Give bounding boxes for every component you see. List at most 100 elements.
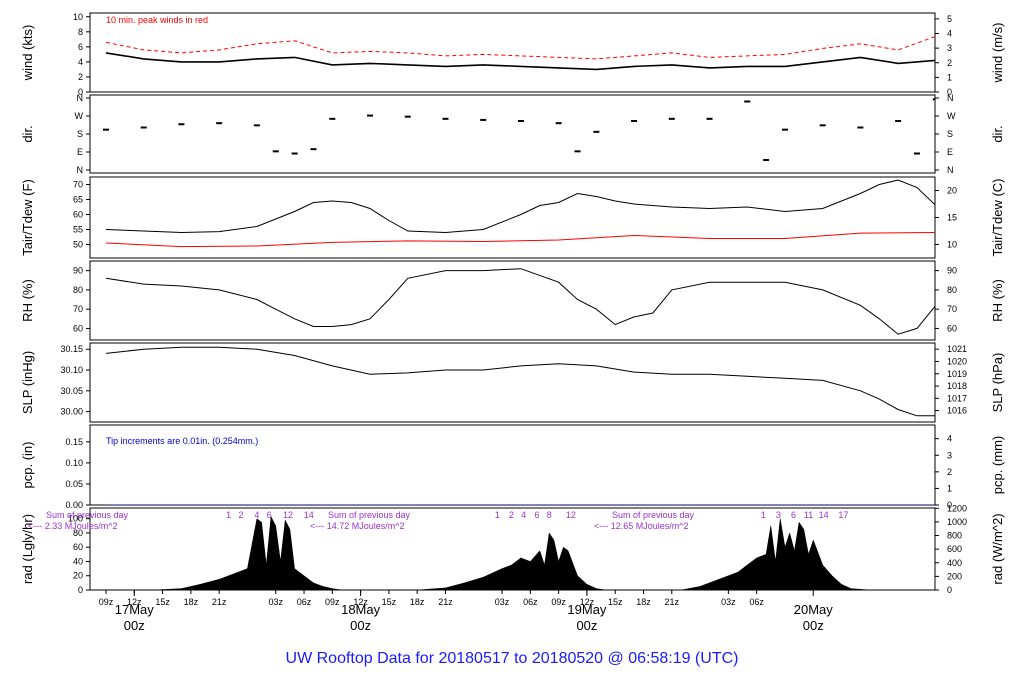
- ytick-right-label-dir: N: [947, 165, 954, 175]
- ytick-label-dir: S: [77, 129, 83, 139]
- rad-hour-label: 8: [547, 510, 552, 520]
- ytick-label-rad: 40: [73, 556, 83, 566]
- date-label-hour: 00z: [350, 618, 371, 633]
- panel-frame-wind: [89, 12, 936, 93]
- ylabel-dir: dir.: [20, 125, 35, 142]
- ytick-right-label-dir: W: [947, 111, 956, 121]
- ytick-right-label-slp: 1017: [947, 393, 967, 403]
- ytick-right-label-rh: 90: [947, 266, 957, 276]
- rad-hour-label: 11: [804, 510, 813, 520]
- xtick-label: 21z: [212, 597, 227, 607]
- ytick-label-temp: 70: [73, 180, 83, 190]
- xtick-label: 15z: [382, 597, 397, 607]
- rad-hour-label: 1: [761, 510, 766, 520]
- ytick-right-label-rh: 70: [947, 304, 957, 314]
- ylabel-right-wind: wind (m/s): [990, 23, 1005, 84]
- xtick-label: 06z: [297, 597, 312, 607]
- date-label-day: 17May: [115, 602, 155, 617]
- ytick-right-label-slp: 1018: [947, 381, 967, 391]
- rad-hour-label: 12: [283, 510, 293, 520]
- series-line-temp-0: [105, 179, 935, 234]
- ytick-label-pcp: 0.05: [65, 479, 83, 489]
- rad-hour-label: 4: [521, 510, 526, 520]
- ytick-label-rad: 80: [73, 528, 83, 538]
- annotation-pcp: Tip increments are 0.01in. (0.254mm.): [106, 436, 258, 446]
- ytick-right-label-dir: E: [947, 147, 953, 157]
- ytick-right-label-temp: 10: [947, 240, 957, 250]
- xtick-label: 09z: [551, 597, 566, 607]
- rad-hour-label: 6: [267, 510, 272, 520]
- ytick-label-pcp: 0.10: [65, 458, 83, 468]
- panel-frame-rh: [89, 260, 936, 341]
- rad-hour-label: 14: [819, 510, 829, 520]
- panel-frame-slp: [89, 342, 936, 423]
- xtick-label: 21z: [665, 597, 680, 607]
- series-line-slp-0: [105, 346, 935, 417]
- date-label-hour: 00z: [803, 618, 824, 633]
- series-line-rh-0: [105, 268, 935, 335]
- xtick-label: 12z: [353, 597, 368, 607]
- xtick-label: 18z: [636, 597, 651, 607]
- series-line-temp-1: [105, 232, 935, 248]
- ytick-right-label-pcp: 2: [947, 467, 952, 477]
- rad-hour-label: 6: [534, 510, 539, 520]
- rad-area: [153, 515, 870, 590]
- ytick-label-rh: 90: [73, 266, 83, 276]
- ytick-label-pcp: 0.15: [65, 437, 83, 447]
- rad-hour-label: 3: [776, 510, 781, 520]
- rad-hour-label: 6: [791, 510, 796, 520]
- ytick-right-label-rad: 600: [947, 544, 962, 554]
- xtick-label: 12z: [580, 597, 595, 607]
- xtick-label: 15z: [155, 597, 170, 607]
- ytick-label-wind: 10: [73, 12, 83, 22]
- ytick-label-rad: 0: [78, 585, 83, 595]
- rad-sum-value: <--- 2.33 MJoules/m^2: [28, 521, 118, 531]
- rad-hour-label: 2: [509, 510, 514, 520]
- xtick-label: 15z: [608, 597, 623, 607]
- date-label-day: 18May: [341, 602, 381, 617]
- annotation-wind: 10 min. peak winds in red: [106, 15, 208, 25]
- ytick-right-label-dir: S: [947, 129, 953, 139]
- ytick-right-label-rad: 1000: [947, 517, 967, 527]
- ytick-label-rh: 80: [73, 285, 83, 295]
- ytick-right-label-temp: 20: [947, 186, 957, 196]
- series-line-wind-1: [105, 36, 935, 60]
- ylabel-right-rad: rad (W/m^2): [990, 513, 1005, 584]
- ytick-label-wind: 8: [78, 27, 83, 37]
- ytick-right-label-wind: 2: [947, 58, 952, 68]
- ytick-right-label-slp: 1016: [947, 406, 967, 416]
- rad-sum-value: <--- 12.65 MJoules/m^2: [594, 521, 689, 531]
- ytick-label-dir: N: [77, 165, 84, 175]
- ytick-label-slp: 30.05: [60, 386, 83, 396]
- ytick-right-label-wind: 1: [947, 72, 952, 82]
- ytick-label-rh: 70: [73, 304, 83, 314]
- ytick-right-label-rad: 200: [947, 571, 962, 581]
- ylabel-right-temp: Tair/Tdew (C): [990, 178, 1005, 256]
- ytick-label-dir: W: [75, 111, 84, 121]
- rad-sum-label: Sum of previous day: [328, 510, 411, 520]
- ytick-label-wind: 2: [78, 72, 83, 82]
- rad-sum-label: Sum of previous day: [612, 510, 695, 520]
- ylabel-right-pcp: pcp. (mm): [990, 436, 1005, 495]
- date-label-hour: 00z: [576, 618, 597, 633]
- xtick-label: 21z: [438, 597, 453, 607]
- ytick-label-rh: 60: [73, 323, 83, 333]
- series-line-wind-0: [105, 52, 935, 71]
- chart-title: UW Rooftop Data for 20180517 to 20180520…: [285, 650, 739, 667]
- rad-hour-label: 1: [495, 510, 500, 520]
- panel-frame-dir: [89, 94, 936, 174]
- ytick-right-label-wind: 5: [947, 14, 952, 24]
- ytick-label-temp: 50: [73, 240, 83, 250]
- ytick-label-pcp: 0.00: [65, 500, 83, 510]
- ytick-right-label-pcp: 4: [947, 434, 952, 444]
- ytick-label-rad: 100: [68, 514, 83, 524]
- ytick-label-rad: 60: [73, 542, 83, 552]
- ylabel-slp: SLP (inHg): [20, 351, 35, 414]
- xtick-label: 12z: [127, 597, 142, 607]
- ytick-right-label-rh: 80: [947, 285, 957, 295]
- ytick-label-wind: 4: [78, 57, 83, 67]
- ytick-right-label-wind: 0: [947, 87, 952, 97]
- ytick-right-label-rad: 0: [947, 585, 952, 595]
- ytick-right-label-pcp: 1: [947, 483, 952, 493]
